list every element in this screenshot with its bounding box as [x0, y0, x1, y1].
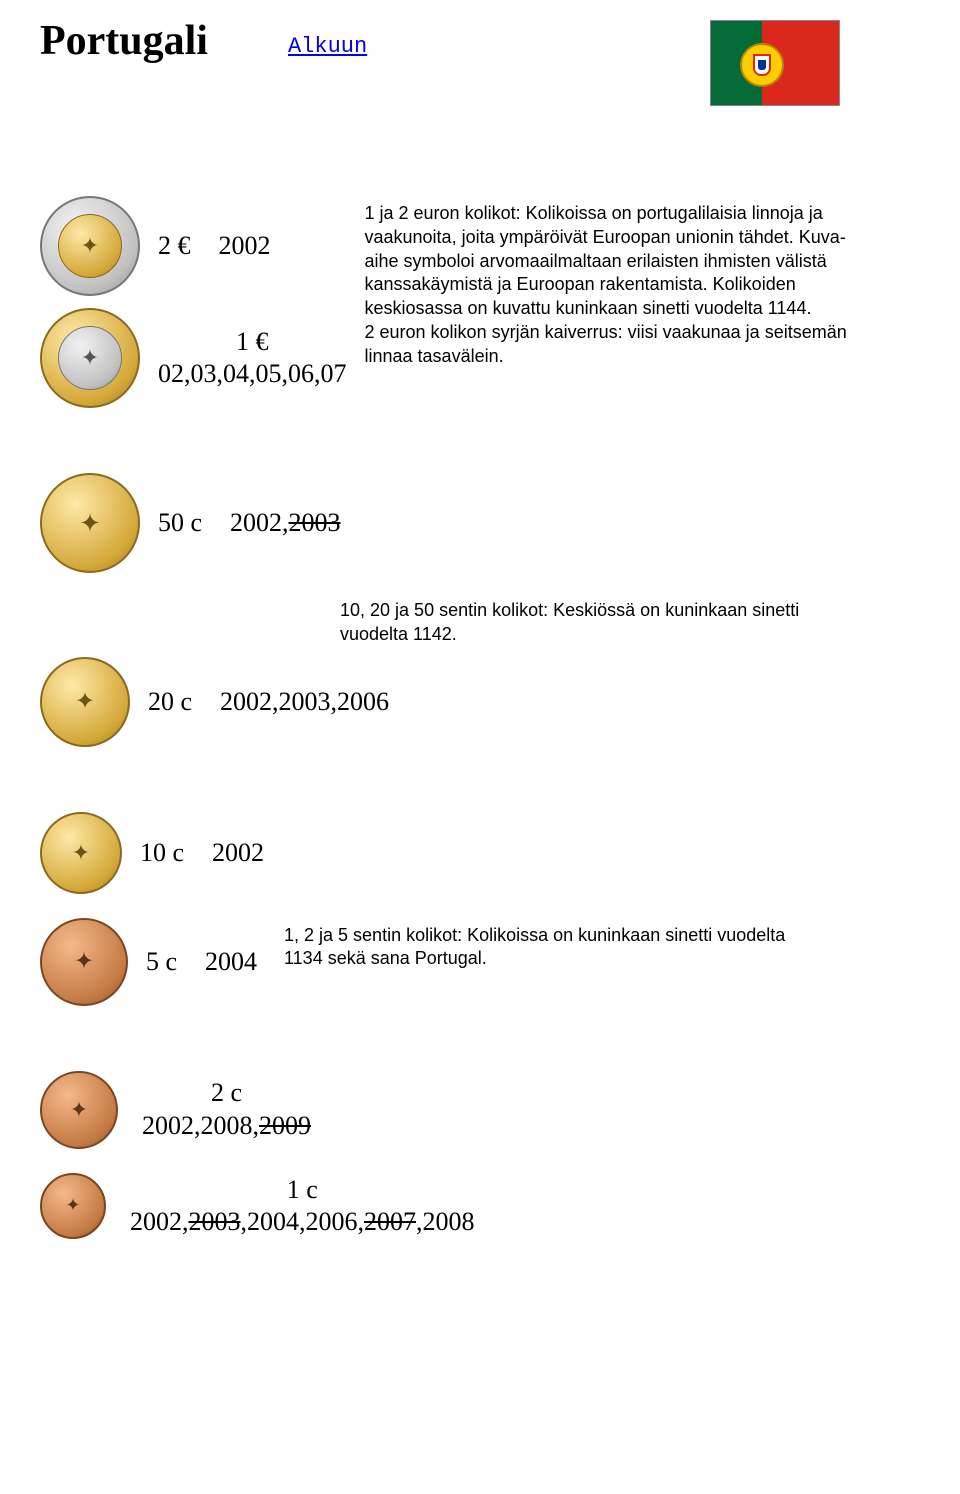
- coin-20c-years: 2002,2003,2006: [220, 687, 389, 717]
- coin-10c-year: 2002: [212, 838, 264, 868]
- coin-2c-row: ✦ 2 c 2002,2008,2009: [40, 1071, 920, 1149]
- coin-1c-row: ✦ 1 c 2002,2003,2004,2006,2007,2008: [40, 1173, 920, 1239]
- page-title: Portugali: [40, 20, 208, 62]
- coin-5c-denom: 5 c: [146, 947, 177, 977]
- coin-50c-icon: ✦: [40, 473, 140, 573]
- cent-small-description: 1, 2 ja 5 sentin kolikot: Kolikoissa on …: [284, 918, 794, 1006]
- euro-coins-block: ✦ 2 € 2002 ✦ 1 € 02,03,04,05,06,07 1 ja …: [40, 196, 920, 408]
- coin-2c-years-plain: 2002,2008,: [142, 1111, 259, 1140]
- portugal-flag-icon: [710, 20, 840, 106]
- page-header: Portugali Alkuun: [40, 20, 920, 106]
- coin-10c-denom: 10 c: [140, 838, 184, 868]
- coin-1c-y4: 2007: [364, 1207, 416, 1236]
- cent-large-description: 10, 20 ja 50 sentin kolikot: Keskiössä o…: [340, 593, 850, 647]
- coin-1c-y2: 2003: [189, 1207, 241, 1236]
- coin-20c-icon: ✦: [40, 657, 130, 747]
- coin-10c-row: ✦ 10 c 2002: [40, 812, 920, 894]
- coin-2-euro-year: 2002: [219, 231, 271, 261]
- coin-50c-year-strike: 2003: [289, 508, 341, 537]
- coin-2c-year-strike: 2009: [259, 1111, 311, 1140]
- coin-2c-icon: ✦: [40, 1071, 118, 1149]
- coin-50c-year-plain: 2002,: [230, 508, 289, 537]
- coin-20c-denom: 20 c: [148, 687, 192, 717]
- coin-1c-y3: ,2004,2006,: [241, 1207, 365, 1236]
- coin-5c-block: ✦ 5 c 2004 1, 2 ja 5 sentin kolikot: Kol…: [40, 918, 920, 1006]
- coin-20c-row: ✦ 20 c 2002,2003,2006: [40, 657, 920, 747]
- euro-coins-description: 1 ja 2 euron kolikot: Kolikoissa on port…: [365, 196, 875, 408]
- coin-5c-year: 2004: [205, 947, 257, 977]
- coin-10c-icon: ✦: [40, 812, 122, 894]
- alkuun-link[interactable]: Alkuun: [288, 34, 367, 59]
- coin-2-euro-icon: ✦: [40, 196, 140, 296]
- coin-1-euro-icon: ✦: [40, 308, 140, 408]
- coin-50c-denom: 50 c: [158, 508, 202, 538]
- coin-1c-icon: ✦: [40, 1173, 106, 1239]
- coin-1c-y1: 2002,: [130, 1207, 189, 1236]
- coin-1c-y5: ,2008: [416, 1207, 475, 1236]
- coin-1-euro-denom: 1 €: [158, 326, 347, 359]
- coin-1c-denom: 1 c: [130, 1174, 475, 1207]
- coin-2-euro-denom: 2 €: [158, 231, 191, 261]
- coin-50c-row: ✦ 50 c 2002,2003: [40, 473, 920, 573]
- coin-1-euro-years: 02,03,04,05,06,07: [158, 358, 347, 391]
- coin-5c-icon: ✦: [40, 918, 128, 1006]
- coin-2c-denom: 2 c: [142, 1077, 311, 1110]
